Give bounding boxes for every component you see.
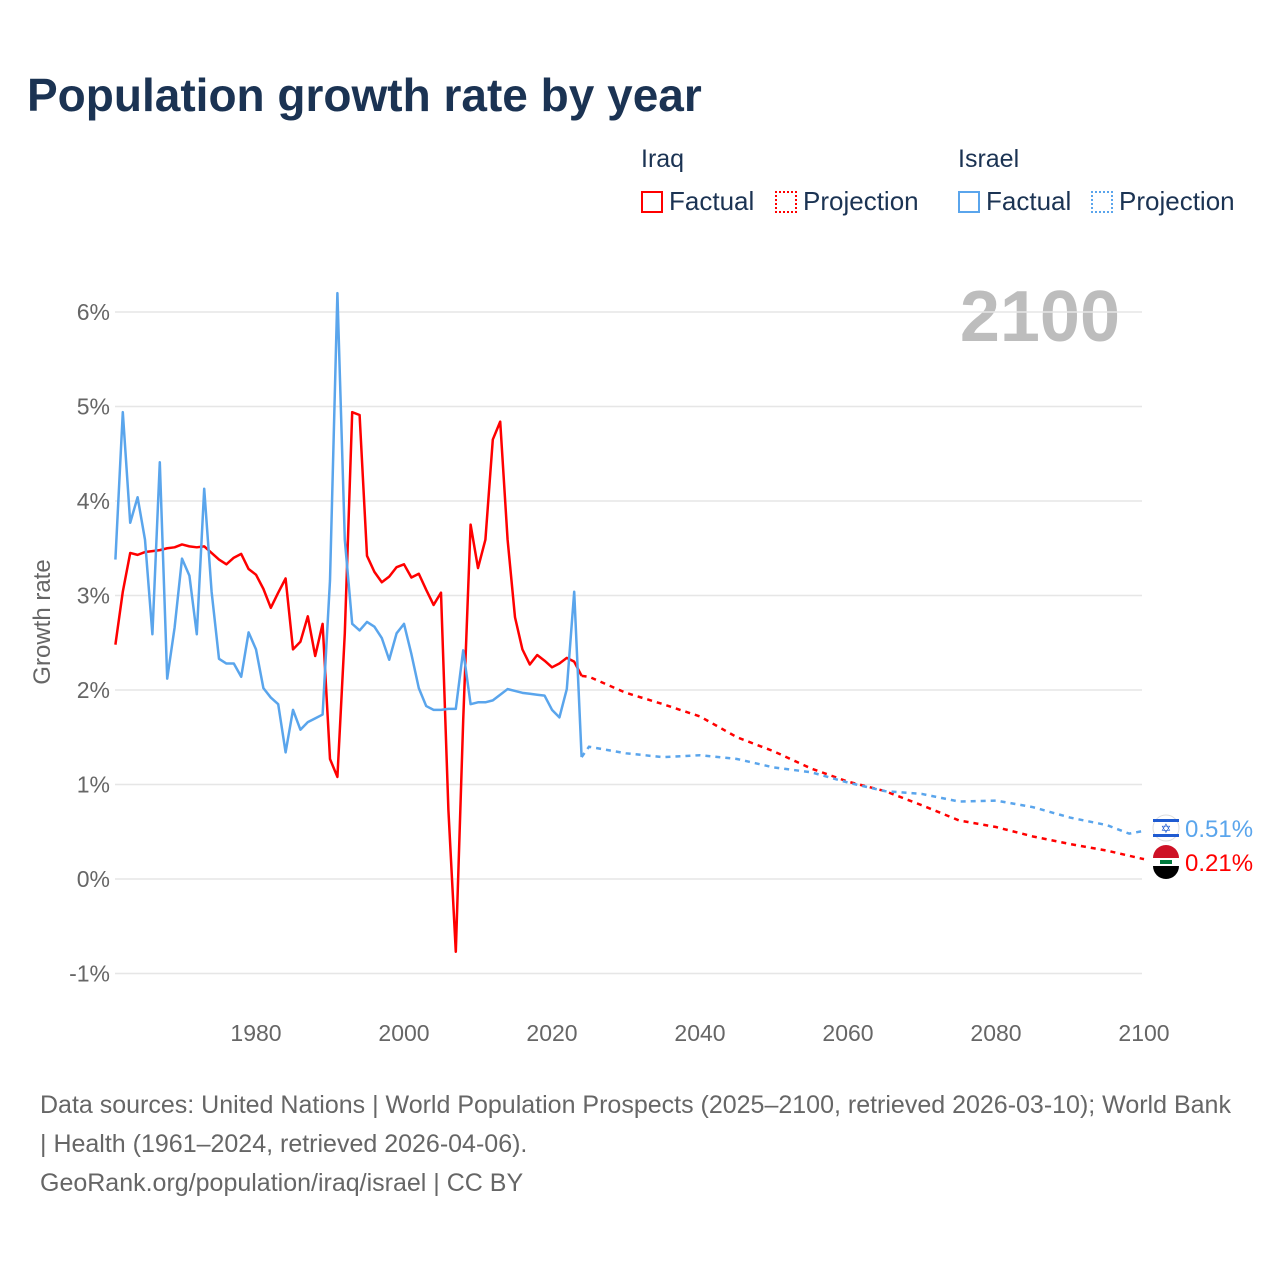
israel-end-value-label: 0.51% <box>1185 816 1253 843</box>
flag-stripe <box>1153 819 1179 822</box>
current-year-label: 2100 <box>960 277 1120 357</box>
x-tick-label: 2060 <box>822 1020 873 1046</box>
israel-factual-line <box>114 291 583 758</box>
legend-israel-factual[interactable]: Factual <box>958 186 1071 217</box>
legend-group-israel: Israel <box>958 145 1020 173</box>
x-tick-label: 2080 <box>970 1020 1021 1046</box>
flag-stripe <box>1153 845 1179 858</box>
legend-swatch <box>958 190 980 213</box>
iraq-factual-line <box>114 410 583 954</box>
y-tick-label: 4% <box>77 488 110 514</box>
y-tick-label: 6% <box>77 299 110 325</box>
legend-label: Factual <box>669 186 755 216</box>
legend-iraq-projection[interactable]: Projection <box>775 186 919 217</box>
x-tick-label: 2040 <box>674 1020 725 1046</box>
legend-swatch <box>1091 190 1113 213</box>
y-tick-label: -1% <box>69 961 110 987</box>
flag-script <box>1160 860 1172 864</box>
israel-flag-icon: ✡ <box>1152 814 1180 842</box>
star-of-david-icon: ✡ <box>1161 821 1172 836</box>
flag-stripe <box>1153 834 1179 837</box>
chart-title: Population growth rate by year <box>27 69 702 121</box>
iraq-flag-icon <box>1153 845 1179 879</box>
flag-stripe <box>1153 866 1179 879</box>
source-link[interactable]: GeoRank.org/population/iraq/israel | CC … <box>40 1169 524 1197</box>
y-tick-label: 3% <box>77 583 110 609</box>
y-tick-label: 5% <box>77 394 110 420</box>
iraq-end-value-label: 0.21% <box>1185 850 1253 877</box>
israel-projection-line <box>580 745 1145 835</box>
legend-israel-projection[interactable]: Projection <box>1091 186 1235 217</box>
legend-swatch <box>641 190 663 213</box>
legend-label: Projection <box>803 186 919 216</box>
y-tick-label: 2% <box>77 677 110 703</box>
legend-iraq-factual[interactable]: Factual <box>641 186 754 217</box>
y-tick-label: 1% <box>77 772 110 798</box>
legend-group-iraq: Iraq <box>641 145 685 173</box>
legend-label: Factual <box>986 186 1072 216</box>
y-axis-label: Growth rate <box>29 559 56 684</box>
legend-label: Projection <box>1119 186 1235 216</box>
x-tick-label: 2100 <box>1118 1020 1169 1046</box>
y-tick-label: 0% <box>77 866 110 892</box>
data-sources: Data sources: United Nations | World Pop… <box>40 1091 1231 1158</box>
x-tick-label: 2000 <box>378 1020 429 1046</box>
iraq-projection-line <box>581 674 1145 861</box>
x-tick-label: 2020 <box>526 1020 577 1046</box>
x-tick-label: 1980 <box>230 1020 281 1046</box>
legend-swatch <box>775 190 797 213</box>
